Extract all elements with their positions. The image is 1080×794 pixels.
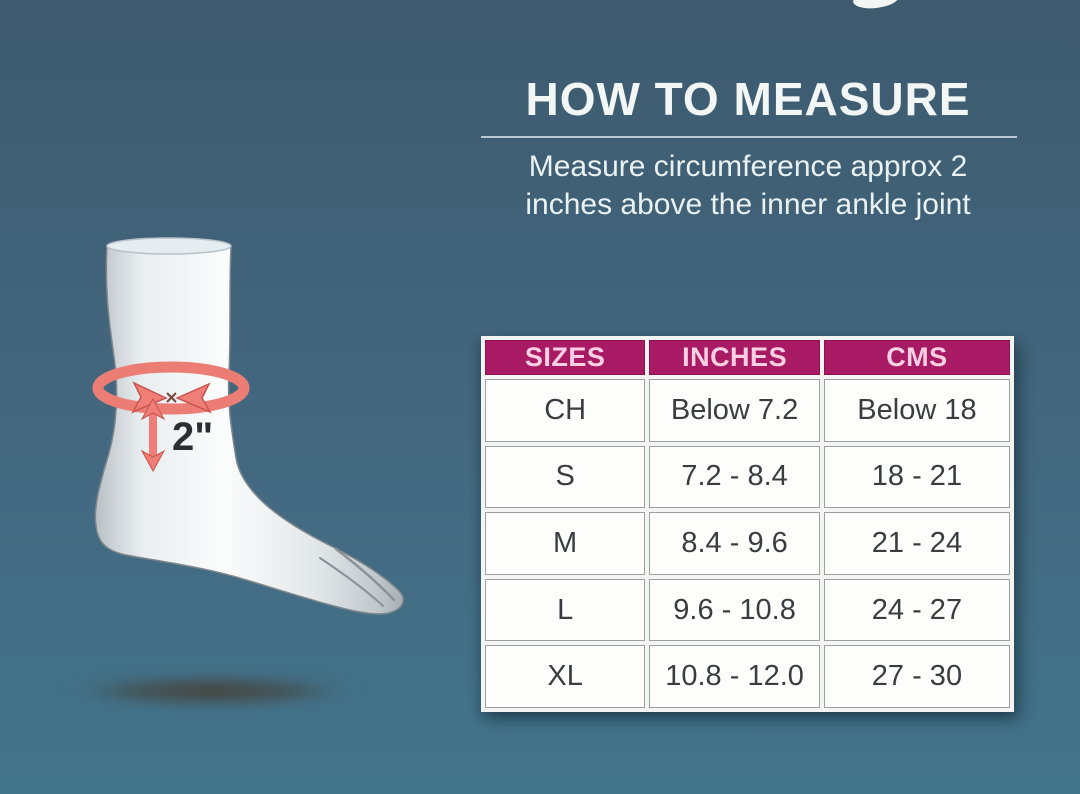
size-cell: CH [485, 379, 646, 442]
cms-cell: 18 - 21 [823, 445, 1010, 509]
leg-opening [106, 237, 232, 255]
size-cell: L [485, 578, 646, 642]
table-row: CH Below 7.2 Below 18 [485, 379, 1010, 442]
toe-lines [319, 547, 396, 607]
cms-cell: 27 - 30 [823, 645, 1010, 708]
table-header-row: SIZES INCHES CMS [485, 340, 1010, 375]
size-cell: M [485, 512, 646, 575]
subtitle-line-2: inches above the inner ankle joint [525, 188, 971, 221]
inches-cell: 7.2 - 8.4 [649, 445, 820, 509]
subtitle-line-1: Measure circumference approx 2 [528, 150, 968, 183]
cms-cell: Below 18 [823, 379, 1010, 442]
inches-cell: 9.6 - 10.8 [649, 578, 820, 642]
column-header-inches: INCHES [649, 340, 820, 375]
size-cell: S [485, 445, 646, 509]
inches-cell: 8.4 - 9.6 [649, 512, 820, 575]
band-arrowhead-left [131, 381, 168, 414]
table-row: XL 10.8 - 12.0 27 - 30 [485, 645, 1010, 708]
size-table: SIZES INCHES CMS CH Below 7.2 Below 18 S… [481, 336, 1014, 712]
foot-model [94, 237, 404, 615]
table-row: M 8.4 - 9.6 21 - 24 [485, 512, 1010, 575]
band-crossing-mark [166, 392, 177, 403]
inches-cell: 10.8 - 12.0 [649, 645, 820, 708]
table-row: S 7.2 - 8.4 18 - 21 [485, 445, 1010, 509]
title-underline [481, 136, 1017, 138]
table-row: L 9.6 - 10.8 24 - 27 [485, 578, 1010, 642]
page-title: HOW TO MEASURE [525, 73, 971, 125]
measuring-band-icon [92, 361, 250, 415]
cms-cell: 21 - 24 [823, 512, 1010, 575]
band-arrowhead-right [175, 382, 212, 414]
measurement-label: 2" [172, 415, 213, 459]
column-header-sizes: SIZES [485, 340, 646, 375]
size-cell: XL [485, 645, 646, 708]
inches-cell: Below 7.2 [649, 379, 820, 442]
vertical-arrow-icon [140, 397, 166, 473]
foot-shadow [60, 674, 364, 708]
subtitle: Measure circumference approx 2 inches ab… [466, 148, 1030, 224]
cms-cell: 24 - 27 [823, 578, 1010, 642]
column-header-cms: CMS [823, 340, 1010, 375]
